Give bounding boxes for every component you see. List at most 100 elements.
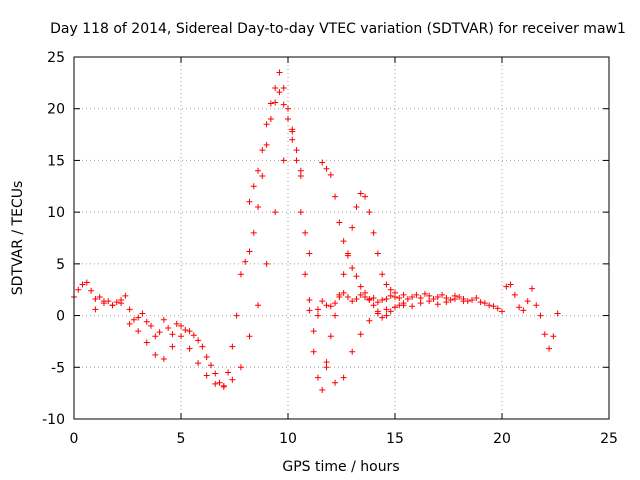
data-point [340, 374, 347, 381]
data-point [443, 299, 450, 306]
data-point [169, 343, 176, 350]
data-point [96, 293, 103, 300]
data-point [237, 364, 244, 371]
data-point [302, 229, 309, 236]
data-point [383, 296, 390, 303]
data-point [306, 307, 313, 314]
data-point [293, 157, 300, 164]
data-point [456, 293, 463, 300]
data-point [460, 298, 467, 305]
data-point [182, 327, 189, 334]
data-point [426, 292, 433, 299]
data-point [319, 387, 326, 394]
data-point [473, 294, 480, 301]
data-point [430, 296, 437, 303]
data-point [528, 285, 535, 292]
data-series [319, 159, 407, 321]
data-point [250, 229, 257, 236]
data-point [383, 312, 390, 319]
data-point [323, 364, 330, 371]
data-point [481, 300, 488, 307]
data-point [100, 298, 107, 305]
data-point [336, 291, 343, 298]
data-point [92, 306, 99, 313]
data-point [404, 296, 411, 303]
x-tick-label: 10 [279, 431, 297, 447]
data-marks [71, 69, 561, 394]
data-point [229, 376, 236, 383]
y-tick-label: 0 [56, 309, 65, 325]
data-point [554, 310, 561, 317]
data-point [263, 260, 270, 267]
data-point [374, 299, 381, 306]
data-point [323, 165, 330, 172]
data-point [392, 289, 398, 296]
data-point [255, 302, 262, 309]
data-point [370, 294, 377, 301]
data-point [524, 298, 531, 305]
y-tick-label: 10 [47, 205, 65, 221]
data-point [387, 308, 394, 315]
data-point [139, 310, 146, 317]
data-point [490, 303, 497, 310]
chart-title: Day 118 of 2014, Sidereal Day-to-day VTE… [50, 21, 626, 37]
data-point [255, 167, 262, 174]
data-point [195, 337, 202, 344]
data-point [533, 302, 540, 309]
data-point [383, 306, 390, 313]
data-point [409, 293, 416, 300]
data-point [130, 316, 137, 323]
data-point [379, 297, 386, 304]
data-point [537, 312, 544, 319]
data-point [357, 331, 364, 338]
data-point [246, 198, 253, 205]
data-point [503, 283, 510, 290]
data-point [477, 299, 484, 306]
data-point [379, 271, 386, 278]
data-point [233, 312, 240, 319]
data-point [276, 89, 283, 96]
y-tick-label: 20 [47, 102, 65, 118]
data-point [246, 248, 253, 255]
data-point [546, 345, 553, 352]
data-point [413, 291, 420, 298]
data-point [289, 136, 296, 143]
data-point [88, 287, 95, 294]
data-point [374, 250, 381, 257]
axis-ticks: 0 5 10 15 20 25 -10 -5 0 5 10 15 20 25 [42, 50, 618, 447]
data-point [344, 293, 351, 300]
data-point [336, 219, 343, 226]
data-point [126, 306, 133, 313]
data-point [152, 333, 159, 340]
data-point [451, 296, 458, 303]
data-point [203, 372, 210, 379]
data-point [203, 353, 210, 360]
data-point [314, 312, 321, 319]
data-point [357, 291, 364, 298]
data-point [323, 302, 330, 309]
data-point [499, 308, 505, 315]
data-point [237, 271, 244, 278]
x-tick-label: 5 [177, 431, 186, 447]
data-point [186, 345, 193, 352]
data-point [349, 224, 356, 231]
data-point [225, 369, 232, 376]
data-point [79, 281, 86, 288]
data-point [349, 348, 356, 355]
data-point [314, 306, 321, 313]
data-point [199, 343, 206, 350]
data-point [387, 286, 394, 293]
data-point [156, 329, 163, 336]
data-point [255, 203, 262, 210]
data-point [280, 85, 287, 92]
y-tick-label: 15 [47, 153, 65, 169]
data-point [267, 116, 274, 123]
data-point [220, 383, 227, 390]
data-point [434, 301, 441, 308]
data-point [366, 296, 373, 303]
data-point [417, 294, 424, 301]
data-point [152, 351, 159, 358]
data-point [327, 303, 334, 310]
data-point [267, 100, 274, 107]
